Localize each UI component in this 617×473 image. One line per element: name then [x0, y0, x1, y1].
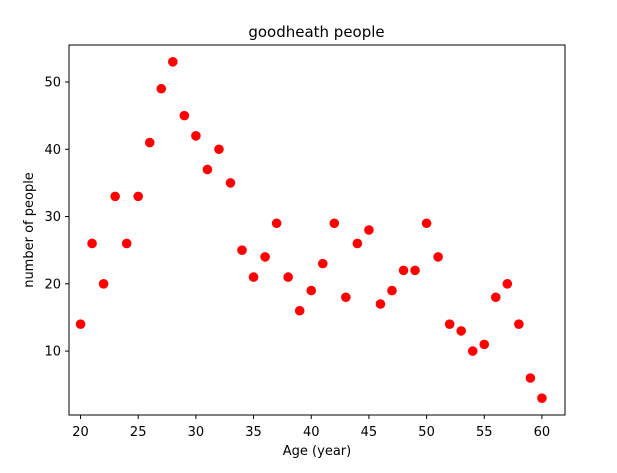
x-tick-label: 45 — [361, 425, 378, 440]
y-tick-label: 40 — [44, 143, 61, 158]
data-point — [467, 346, 478, 356]
data-point — [110, 191, 120, 202]
data-point — [271, 218, 282, 229]
data-point — [479, 339, 490, 350]
data-point — [387, 285, 397, 296]
data-point — [329, 218, 340, 229]
x-tick-label: 50 — [418, 425, 435, 440]
data-point — [237, 245, 247, 255]
data-point — [248, 272, 259, 282]
x-tick-label: 25 — [130, 425, 147, 440]
data-point — [75, 319, 86, 329]
data-point — [133, 191, 144, 202]
y-tick-label: 20 — [44, 277, 61, 292]
data-point — [179, 110, 190, 121]
y-axis-label: number of people — [22, 172, 37, 288]
data-point — [144, 137, 155, 148]
x-axis-label: Age (year) — [283, 444, 351, 459]
data-point — [283, 272, 293, 282]
data-points — [75, 57, 547, 403]
x-tick-label: 60 — [534, 425, 551, 440]
data-point — [191, 131, 201, 141]
data-point — [444, 319, 455, 329]
y-tick-label: 50 — [44, 76, 61, 91]
data-point — [294, 305, 305, 316]
x-tick-label: 35 — [245, 425, 262, 440]
data-point — [87, 238, 97, 249]
data-point — [202, 164, 213, 175]
data-point — [375, 299, 386, 309]
data-point — [398, 265, 409, 276]
data-point — [156, 83, 167, 94]
data-point — [98, 279, 109, 289]
data-point — [225, 178, 236, 188]
data-point — [456, 326, 466, 336]
data-point — [214, 144, 224, 155]
data-point — [421, 218, 432, 229]
x-tick-label: 40 — [303, 425, 320, 440]
x-tick-label: 20 — [72, 425, 89, 440]
plot-area-frame — [68, 44, 566, 416]
data-point — [306, 285, 317, 296]
y-tick-label: 10 — [44, 345, 61, 360]
data-point — [490, 292, 501, 303]
data-point — [364, 225, 374, 235]
y-tick-label: 30 — [44, 210, 61, 225]
data-point — [514, 319, 524, 329]
data-point — [352, 238, 363, 249]
data-point — [537, 393, 547, 403]
x-tick-label: 55 — [476, 425, 493, 440]
x-tick-label: 30 — [188, 425, 205, 440]
data-point — [168, 57, 178, 67]
data-point — [410, 265, 420, 276]
data-point — [525, 373, 536, 383]
data-point — [317, 258, 328, 269]
data-point — [341, 292, 351, 303]
data-point — [502, 279, 513, 289]
data-point — [260, 252, 270, 262]
data-point — [121, 238, 132, 249]
data-point — [433, 252, 443, 262]
chart-title: goodheath people — [248, 23, 384, 41]
axis-ticks: 20 25 30 35 40 45 50 55 60 10 20 30 40 50 — [44, 76, 550, 441]
